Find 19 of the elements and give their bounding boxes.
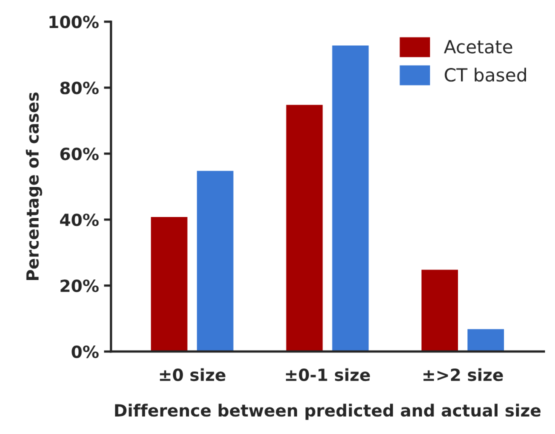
x-tick-label: ±>2 size xyxy=(424,368,503,382)
y-axis-title: Percentage of cases xyxy=(26,92,42,280)
y-tick-label: 0% xyxy=(72,346,99,358)
bar xyxy=(420,268,460,352)
y-tick-label: 60% xyxy=(60,148,99,160)
x-tick-label: ±0-1 size xyxy=(286,368,370,382)
x-axis-title: Difference between predicted and actual size xyxy=(115,404,541,420)
y-tick-label: 80% xyxy=(60,82,99,94)
bar xyxy=(284,103,324,352)
bar xyxy=(196,169,235,352)
x-tick-label: ±0 size xyxy=(160,368,226,382)
bar xyxy=(466,328,506,352)
y-tick-label: 20% xyxy=(60,280,99,292)
bar xyxy=(150,216,189,352)
legend-label: CT based xyxy=(444,68,526,82)
y-tick-label: 40% xyxy=(60,214,99,226)
bar xyxy=(330,44,370,352)
legend-label: Acetate xyxy=(444,40,512,54)
y-tick-label: 100% xyxy=(50,16,99,28)
